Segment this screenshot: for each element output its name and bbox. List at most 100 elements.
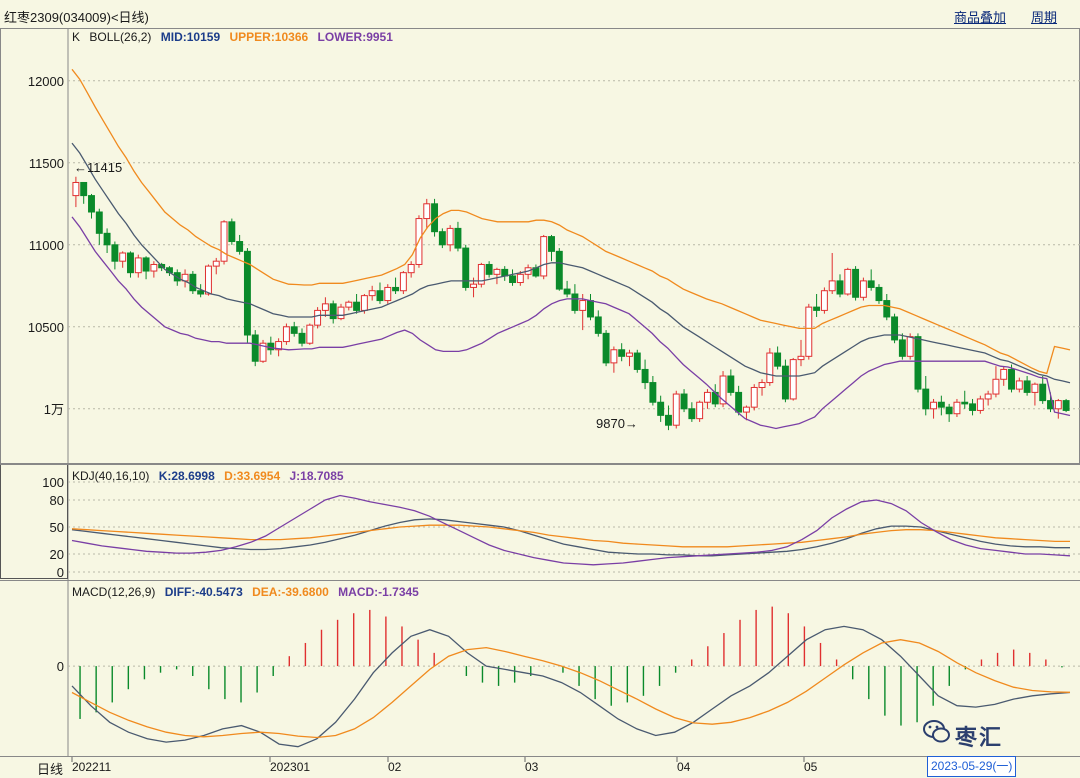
kdj-k-line (71, 518, 1070, 557)
candle-body (368, 290, 376, 297)
candle-body (797, 355, 805, 361)
candle-body (649, 382, 657, 403)
candle-body (719, 375, 727, 405)
candle-body (360, 295, 368, 311)
candle-body (1062, 400, 1070, 411)
candle-body (212, 260, 220, 267)
kdj-legend: KDJ(40,16,10) K:28.6998 D:33.6954 J:18.7… (72, 469, 350, 483)
x-tick-label: 04 (677, 760, 691, 774)
boll-lower-line (71, 216, 1071, 430)
period-day-button[interactable]: 日线 (37, 762, 64, 777)
candle-body (470, 283, 478, 288)
candle-body (618, 349, 626, 357)
candle-body (1047, 400, 1054, 410)
candle-body (805, 306, 813, 357)
candle-body (969, 403, 977, 411)
candle-body (282, 326, 290, 343)
candle-body (454, 227, 462, 249)
macd-diff-line (71, 625, 1071, 748)
candle-body (134, 257, 142, 274)
main-y-tick: 12000 (28, 74, 64, 89)
diff-label: DIFF:-40.5473 (164, 585, 243, 599)
candle-body (945, 406, 953, 415)
candle-body (953, 401, 961, 415)
candle-body (150, 263, 158, 272)
candle-body (540, 236, 548, 277)
candle-body (750, 386, 758, 408)
title-bar: 红枣2309(034009)<日线) 商品叠加 周期 (0, 0, 1080, 28)
main-panel-frame (0, 28, 1080, 464)
high-price-annotation: ←11415 (74, 160, 122, 175)
candle-body (571, 293, 579, 311)
main-y-tick: 11000 (29, 238, 64, 253)
kdj-y-tick: 50 (50, 520, 64, 535)
candle-body (236, 241, 244, 252)
candle-body (337, 306, 345, 320)
candle-body (88, 195, 95, 213)
macd-title-label: MACD(12,26,9) (72, 585, 156, 599)
candle-body (742, 406, 750, 413)
candle-body (727, 375, 735, 393)
candle-body (883, 300, 891, 318)
x-tick-label: 02 (388, 760, 402, 774)
macd-legend: MACD(12,26,9) DIFF:-40.5473 DEA:-39.6800… (72, 585, 425, 599)
macd-dea-line (71, 639, 1071, 739)
candle-body (587, 300, 594, 318)
candle-body (906, 336, 914, 357)
candle-body (399, 272, 407, 292)
candle-body (259, 342, 267, 362)
candle-body (119, 252, 127, 262)
candle-body (1039, 383, 1047, 402)
candle-body (820, 290, 828, 311)
candle-body (376, 290, 384, 302)
candle-body (321, 303, 329, 311)
boll-label: BOLL(26,2) (89, 30, 152, 44)
candle-body (672, 393, 680, 426)
candle-body (898, 339, 906, 357)
x-tick-label: 05 (804, 760, 818, 774)
candle-body (438, 231, 446, 246)
candle-body (766, 352, 774, 384)
candle-body (189, 273, 197, 292)
candle-body (1015, 380, 1023, 390)
candle-body (828, 280, 836, 292)
candle-body (243, 250, 251, 336)
candle-body (142, 257, 150, 272)
main-y-tick: 11500 (29, 156, 64, 171)
candle-body (204, 265, 212, 295)
candle-body (1031, 383, 1039, 393)
candle-body (610, 349, 618, 364)
candle-body (758, 382, 766, 388)
candle-body (103, 232, 111, 246)
candle-body (127, 252, 134, 274)
candle-body (423, 203, 431, 220)
candle-body (1000, 368, 1008, 380)
candle-body (555, 250, 563, 290)
candle-body (633, 352, 641, 370)
candle-body (641, 368, 649, 384)
candle-body (111, 244, 119, 262)
candle-body (735, 391, 743, 413)
kdj-j-line (71, 494, 1071, 566)
kdj-y-tick: 80 (50, 493, 64, 508)
dea-label: DEA:-39.6800 (252, 585, 329, 599)
candle-body (657, 401, 665, 416)
candle-body (844, 268, 852, 295)
candle-body (703, 391, 711, 403)
candle-body (930, 401, 938, 410)
candle-body (1054, 400, 1062, 410)
macd-value-label: MACD:-1.7345 (338, 585, 419, 599)
candle-body (485, 263, 493, 275)
candle-body (852, 268, 860, 298)
overlay-commodity-link[interactable]: 商品叠加 (954, 10, 1007, 25)
candle-body (688, 408, 696, 420)
lower-label: LOWER:9951 (317, 30, 393, 44)
candle-body (509, 275, 516, 284)
candle-body (290, 326, 298, 334)
candle-body (493, 268, 501, 275)
candle-body (992, 378, 1000, 395)
candle-body (548, 236, 555, 252)
period-link[interactable]: 周期 (1031, 10, 1058, 25)
candle-body (353, 301, 361, 311)
